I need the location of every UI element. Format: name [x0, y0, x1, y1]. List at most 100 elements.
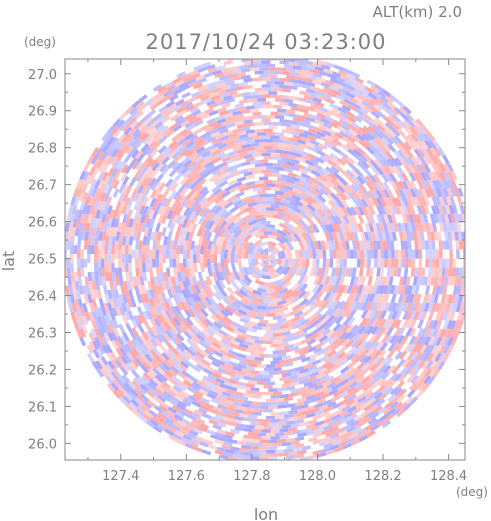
- echo-cell: [78, 285, 84, 295]
- echo-cell: [279, 359, 289, 364]
- echo-cell: [91, 271, 96, 282]
- echo-cell: [265, 330, 276, 334]
- echo-cell: [398, 188, 406, 199]
- echo-cell: [186, 123, 196, 132]
- echo-cell: [387, 318, 395, 328]
- echo-cell: [202, 208, 211, 218]
- echo-cell: [253, 243, 262, 252]
- echo-cell: [279, 118, 289, 124]
- echo-cell: [184, 376, 194, 385]
- echo-cell: [159, 108, 170, 117]
- echo-cell: [346, 156, 356, 165]
- echo-cell: [270, 186, 280, 192]
- echo-cell: [404, 258, 409, 268]
- echo-cell: [325, 299, 334, 310]
- echo-cell: [382, 188, 391, 199]
- echo-cell: [334, 132, 344, 140]
- echo-cell: [398, 388, 407, 398]
- echo-cell: [223, 258, 229, 268]
- echo-cell: [285, 214, 295, 222]
- echo-cell: [377, 276, 384, 286]
- echo-cell: [157, 363, 167, 373]
- echo-cell: [387, 128, 397, 138]
- echo-cell: [265, 258, 269, 262]
- echo-cell: [154, 181, 163, 192]
- echo-cell: [246, 216, 256, 224]
- echo-cell: [310, 425, 320, 432]
- echo-cell: [266, 449, 276, 454]
- echo-cell: [398, 231, 404, 241]
- echo-cell: [292, 187, 302, 195]
- echo-cell: [305, 405, 316, 412]
- echo-cell: [405, 358, 414, 369]
- echo-cell: [148, 177, 157, 188]
- echo-cell: [367, 249, 371, 259]
- echo-cell: [342, 249, 347, 259]
- echo-cell: [107, 263, 112, 273]
- echo-cell: [204, 107, 214, 115]
- echo-cell: [457, 320, 464, 330]
- echo-cell: [397, 373, 407, 383]
- echo-cell: [91, 360, 100, 371]
- echo-cell: [142, 361, 151, 371]
- echo-cell: [292, 429, 303, 435]
- echo-cell: [307, 345, 317, 353]
- echo-cell: [396, 222, 403, 233]
- echo-cell: [204, 336, 214, 345]
- echo-cell: [259, 371, 269, 375]
- echo-cell: [320, 411, 331, 418]
- echo-cell: [313, 384, 324, 391]
- echo-cell: [446, 179, 454, 189]
- echo-cell: [467, 285, 472, 294]
- echo-cell: [249, 299, 260, 306]
- echo-cell: [355, 240, 361, 250]
- echo-cell: [407, 222, 413, 232]
- echo-cell: [116, 152, 125, 162]
- echo-cell: [85, 204, 92, 215]
- echo-cell: [282, 241, 291, 251]
- echo-cell: [415, 213, 422, 224]
- echo-cell: [427, 240, 433, 250]
- echo-cell: [301, 84, 311, 90]
- echo-cell: [411, 258, 416, 268]
- echo-cell: [177, 235, 183, 246]
- echo-cell: [149, 418, 160, 427]
- echo-cell: [261, 274, 271, 280]
- echo-cell: [316, 130, 326, 138]
- echo-cell: [342, 284, 350, 295]
- echo-cell: [118, 306, 126, 317]
- echo-cell: [345, 399, 355, 407]
- echo-cell: [210, 434, 220, 440]
- echo-cell: [261, 326, 271, 331]
- echo-cell: [101, 267, 106, 277]
- echo-cell: [241, 68, 251, 73]
- echo-cell: [448, 240, 453, 250]
- echo-cell: [274, 98, 285, 103]
- echo-cell: [175, 293, 183, 303]
- echo-cell: [348, 128, 358, 137]
- echo-cell: [274, 115, 285, 120]
- echo-cell: [203, 279, 211, 290]
- echo-cell: [265, 183, 276, 188]
- echo-cell: [136, 153, 145, 163]
- echo-cell: [217, 107, 227, 114]
- echo-cell: [101, 163, 110, 173]
- echo-cell: [272, 231, 282, 238]
- echo-cell: [387, 205, 394, 216]
- echo-cell: [250, 59, 260, 62]
- echo-cell: [297, 304, 307, 312]
- echo-cell: [268, 258, 272, 262]
- echo-cell: [308, 176, 319, 184]
- echo-cell: [165, 129, 175, 138]
- echo-cell: [321, 447, 331, 454]
- echo-cell: [421, 125, 430, 135]
- echo-cell: [400, 112, 410, 122]
- echo-cell: [444, 276, 449, 286]
- echo-cell: [135, 100, 145, 110]
- echo-cell: [299, 143, 309, 150]
- echo-cell: [243, 119, 253, 124]
- echo-cell: [93, 218, 99, 228]
- echo-cell: [214, 97, 225, 104]
- echo-cell: [316, 328, 326, 337]
- echo-cell: [139, 293, 146, 304]
